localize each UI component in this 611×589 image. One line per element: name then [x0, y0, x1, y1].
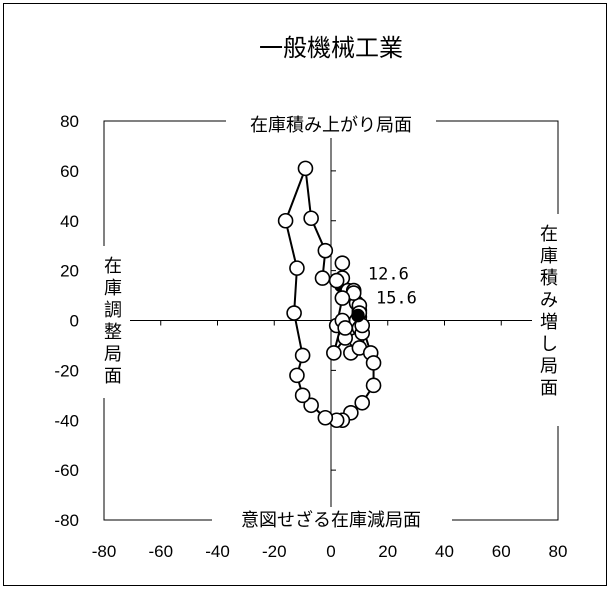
x-tick-label: 0	[326, 542, 335, 561]
x-tick-label: -60	[148, 542, 173, 561]
data-point	[294, 387, 311, 404]
annotation-bg	[372, 288, 421, 309]
x-tick-label: -80	[92, 542, 117, 561]
x-tick-label: -40	[205, 542, 230, 561]
data-point	[334, 290, 351, 306]
data-point	[317, 409, 334, 426]
tick-labels: 80 60 40 20 0 -20 -40 -60 -80 -80 -60 -40 -20 0 20 40 60…	[54, 112, 567, 561]
data-point	[294, 347, 311, 364]
right-label-bg	[532, 214, 566, 426]
right-phase-label: 在庫積み増し局面	[540, 224, 558, 399]
chart-title: 一般機械工業	[259, 34, 403, 62]
data-point	[289, 367, 305, 384]
data-point	[286, 305, 302, 321]
x-tick-label: 60	[492, 542, 511, 561]
annotation-bg	[364, 264, 413, 285]
x-tick-label: 20	[378, 542, 397, 561]
data-point	[297, 160, 314, 177]
x-tick-label: 80	[549, 542, 568, 561]
bottom-phase-label: 意図せざる在庫減局面	[241, 509, 421, 531]
y-tick-label: 0	[70, 312, 79, 331]
data-point	[303, 397, 319, 414]
data-point	[365, 377, 382, 394]
data-point	[354, 394, 371, 411]
data-point	[289, 260, 305, 276]
top-label-bg	[226, 112, 436, 138]
annotations: 12.6 15.6	[364, 264, 421, 309]
data-point	[326, 345, 342, 361]
y-tick-label: -80	[54, 511, 79, 530]
annotation-label: 12.6	[368, 265, 409, 285]
data-point	[303, 210, 319, 227]
top-phase-label: 在庫積み上がり局面	[250, 115, 412, 136]
data-point	[314, 270, 331, 286]
left-label-bg	[96, 246, 130, 398]
series-points	[277, 160, 382, 429]
bottom-label-bg	[212, 507, 452, 533]
highlighted-point	[351, 308, 365, 323]
data-point	[337, 320, 353, 336]
y-tick-label: 20	[60, 262, 79, 281]
y-tick-label: -40	[54, 411, 79, 430]
annotation-label: 15.6	[376, 289, 417, 309]
x-tick-label: -20	[262, 542, 287, 561]
y-tick-label: 80	[60, 112, 79, 131]
y-tick-label: -60	[54, 461, 79, 480]
data-point	[334, 255, 351, 271]
x-tick-label: 40	[435, 542, 454, 561]
y-tick-label: 60	[60, 162, 79, 181]
data-point	[317, 242, 334, 259]
data-point	[365, 355, 382, 371]
y-tick-label: -20	[54, 361, 79, 380]
chart-border	[3, 3, 607, 586]
data-point	[328, 272, 345, 289]
left-phase-label: 在庫調整局面	[104, 256, 122, 387]
y-tick-label: 40	[60, 212, 79, 231]
data-point	[277, 212, 294, 229]
